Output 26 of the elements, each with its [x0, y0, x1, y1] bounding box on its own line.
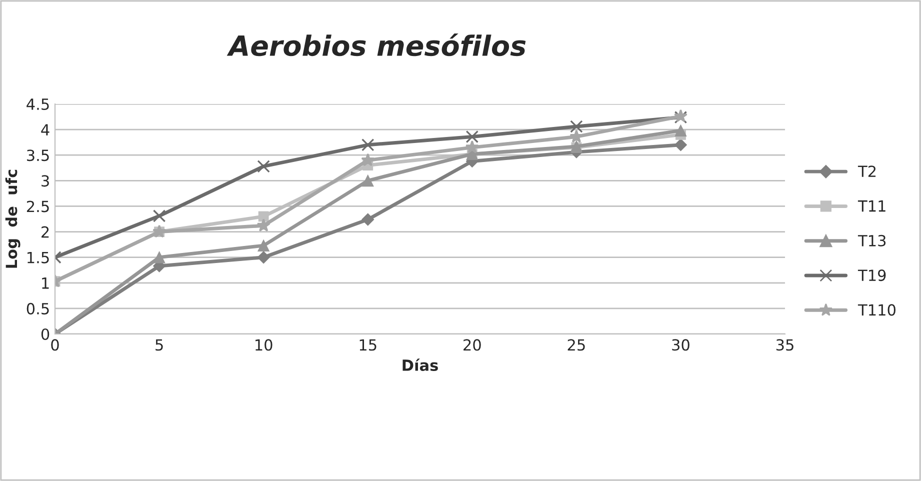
- y-tick-label: 0: [41, 328, 50, 340]
- legend-label: T110: [858, 304, 896, 316]
- x-tick-label: 15: [360, 339, 376, 351]
- chart-title: Aerobios mesófilos: [226, 34, 526, 56]
- y-tick-label: 2: [42, 226, 49, 238]
- x-tick-label: 0: [51, 339, 59, 351]
- y-tick-label: 2.5: [26, 200, 49, 212]
- x-tick-label: 35: [776, 339, 794, 351]
- x-tick-label: 20: [464, 339, 481, 351]
- x-tick-label: 30: [672, 339, 690, 351]
- x-tick-label: 25: [568, 339, 585, 351]
- x-axis-title: Días: [402, 358, 438, 372]
- x-tick-label: 5: [156, 339, 163, 351]
- y-tick-label: 0.5: [26, 302, 49, 314]
- x-tick-label: 10: [256, 339, 272, 351]
- legend-label: T19: [858, 270, 886, 282]
- legend-label: T13: [858, 234, 886, 246]
- y-axis-title: Log de ufc: [5, 170, 20, 268]
- y-tick-label: 4: [41, 124, 50, 136]
- y-tick-label: 3.5: [27, 150, 49, 162]
- y-tick-label: 1: [42, 278, 49, 289]
- legend-label: T11: [858, 200, 886, 212]
- legend-label: T2: [858, 166, 876, 177]
- y-tick-label: 1.5: [28, 252, 49, 264]
- y-tick-label: 4.5: [26, 98, 49, 110]
- y-tick-label: 3: [42, 175, 49, 187]
